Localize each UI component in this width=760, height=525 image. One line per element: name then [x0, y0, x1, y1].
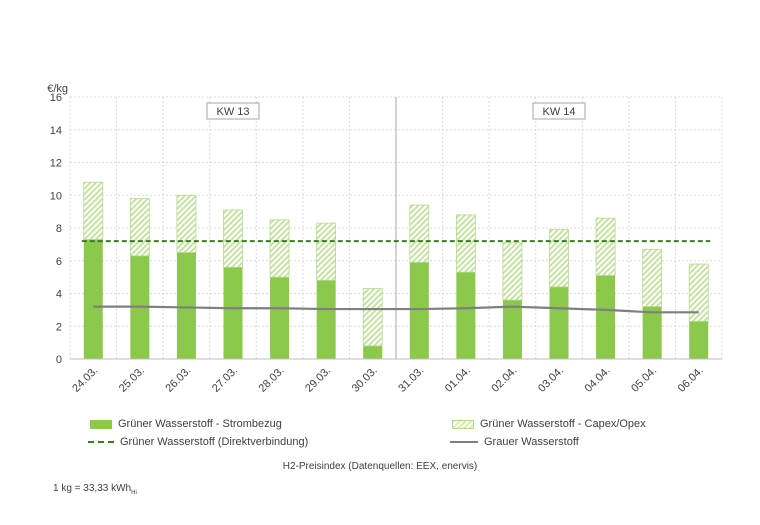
x-tick-label: 29.03. [303, 365, 333, 395]
footnote: 1 kg = 33,33 kWhHi [53, 483, 137, 496]
x-tick-label: 26.03. [163, 365, 193, 395]
bar-strombezug [176, 252, 196, 359]
bar-capex-opex [549, 229, 569, 288]
y-tick-label: 14 [50, 125, 62, 137]
bar-capex-opex [316, 222, 337, 281]
y-tick-label: 16 [50, 92, 62, 104]
footnote-text: 1 kg = 33,33 kWh [53, 483, 132, 494]
bar-strombezug [549, 286, 569, 359]
bar-strombezug [409, 262, 429, 359]
week-groups: KW 13 KW 14 [206, 97, 586, 359]
bar-strombezug [596, 275, 616, 359]
bars [83, 181, 709, 359]
y-tick-label: 0 [56, 354, 62, 366]
x-tick-label: 03.04. [536, 365, 566, 395]
legend-swatch-dashed [88, 441, 114, 443]
legend-swatch-hatched [452, 419, 474, 429]
x-tick-label: 31.03. [396, 365, 426, 395]
legend-swatch-line [450, 441, 478, 443]
legend-swatch-solid [90, 419, 112, 429]
y-tick-label: 10 [50, 190, 62, 202]
line-grauer-wasserstoff [93, 305, 699, 314]
x-tick-label: 25.03. [117, 365, 147, 395]
bar-capex-opex [595, 217, 616, 276]
bar-capex-opex [642, 248, 663, 308]
bar-strombezug [270, 277, 290, 359]
legend-item-direktverbindung: Grüner Wasserstoff (Direktverbindung) [88, 436, 308, 448]
x-tick-label: 24.03. [70, 365, 100, 395]
bar-capex-opex [223, 209, 243, 268]
week-label: KW 13 [216, 106, 249, 118]
series-lines [81, 240, 711, 314]
bar-strombezug [223, 267, 243, 359]
x-tick-label: 05.04. [629, 365, 659, 395]
y-tick-label: 8 [56, 223, 62, 235]
legend-item-grauer: Grauer Wasserstoff [450, 436, 579, 448]
footnote-subscript: Hi [131, 490, 137, 496]
y-tick-label: 2 [56, 321, 62, 333]
bar-capex-opex [269, 219, 290, 278]
bar-capex-opex [176, 194, 197, 253]
legend-label: Grüner Wasserstoff - Strombezug [118, 418, 282, 430]
x-tick-label: 27.03. [210, 365, 240, 395]
bar-capex-opex [129, 198, 150, 257]
y-tick-label: 6 [56, 256, 62, 268]
bar-capex-opex [83, 181, 104, 240]
bar-strombezug [689, 321, 709, 359]
x-tick-label: 02.04. [489, 365, 519, 395]
x-tick-label: 04.04. [583, 365, 613, 395]
legend-label: Grüner Wasserstoff (Direktverbindung) [120, 436, 309, 448]
bar-capex-opex [455, 214, 476, 273]
bar-capex-opex [502, 242, 523, 301]
x-tick-label: 30.03. [350, 365, 380, 395]
legend-label: Grauer Wasserstoff [484, 436, 579, 448]
y-tick-label: 4 [56, 289, 62, 301]
week-label: KW 14 [542, 106, 575, 118]
x-tick-label: 28.03. [257, 365, 287, 395]
x-tick-label: 01.04. [443, 365, 473, 395]
bar-capex-opex [362, 288, 383, 347]
bar-strombezug [642, 306, 662, 359]
chart-subtitle: H2-Preisindex (Datenquellen: EEX, enervi… [282, 461, 478, 472]
bar-strombezug [316, 280, 336, 359]
bar-strombezug [502, 300, 522, 359]
legend-item-strombezug: Grüner Wasserstoff - Strombezug [90, 418, 282, 430]
y-axis-unit: €/kg [47, 83, 68, 95]
week-label-box [532, 102, 586, 120]
bar-strombezug [456, 272, 476, 359]
y-tick-label: 12 [50, 158, 62, 170]
bar-capex-opex [409, 204, 430, 263]
bar-capex-opex [688, 263, 709, 322]
bar-strombezug [83, 239, 103, 359]
legend-item-capex-opex: Grüner Wasserstoff - Capex/Opex [452, 418, 646, 430]
x-tick-label: 06.04. [676, 365, 706, 395]
bar-strombezug [363, 345, 383, 359]
week-label-box [206, 102, 260, 120]
legend-label: Grüner Wasserstoff - Capex/Opex [480, 418, 646, 430]
